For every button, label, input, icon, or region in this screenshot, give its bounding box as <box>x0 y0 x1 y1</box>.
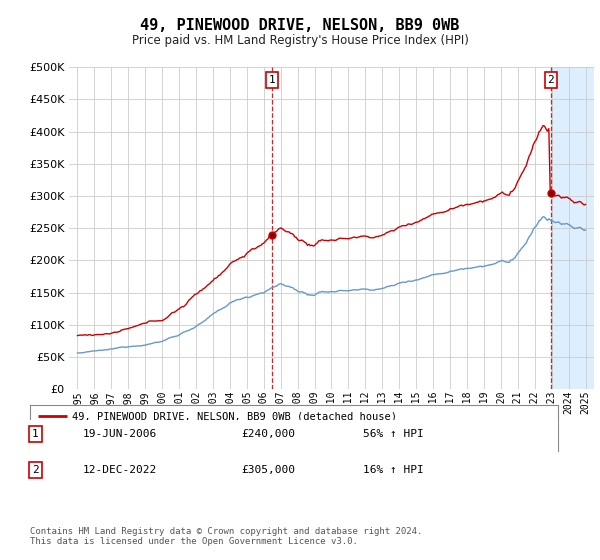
Text: 12-DEC-2022: 12-DEC-2022 <box>83 465 157 475</box>
Text: 1: 1 <box>32 429 38 439</box>
Text: 19-JUN-2006: 19-JUN-2006 <box>83 429 157 439</box>
Text: 49, PINEWOOD DRIVE, NELSON, BB9 0WB (detached house): 49, PINEWOOD DRIVE, NELSON, BB9 0WB (det… <box>72 412 397 421</box>
Text: Price paid vs. HM Land Registry's House Price Index (HPI): Price paid vs. HM Land Registry's House … <box>131 34 469 47</box>
Text: 2: 2 <box>547 75 554 85</box>
Text: HPI: Average price, detached house, Pendle: HPI: Average price, detached house, Pend… <box>72 436 335 446</box>
Text: 16% ↑ HPI: 16% ↑ HPI <box>362 465 424 475</box>
Bar <box>551 67 594 389</box>
Text: 1: 1 <box>268 75 275 85</box>
Text: 2: 2 <box>32 465 38 475</box>
Text: £240,000: £240,000 <box>241 429 295 439</box>
Text: Contains HM Land Registry data © Crown copyright and database right 2024.
This d: Contains HM Land Registry data © Crown c… <box>30 526 422 546</box>
Text: 56% ↑ HPI: 56% ↑ HPI <box>362 429 424 439</box>
Text: £305,000: £305,000 <box>241 465 295 475</box>
Text: 49, PINEWOOD DRIVE, NELSON, BB9 0WB: 49, PINEWOOD DRIVE, NELSON, BB9 0WB <box>140 18 460 32</box>
